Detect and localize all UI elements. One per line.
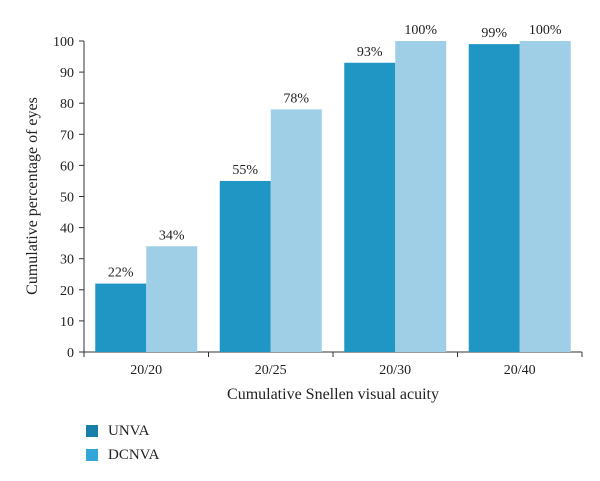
legend-swatch-dcnva — [86, 449, 98, 461]
data-label-dcnva: 78% — [283, 91, 309, 106]
legend: UNVA DCNVA — [86, 420, 159, 468]
x-tick-label: 20/20 — [130, 363, 162, 378]
plot-area: 0 10 20 30 40 50 60 70 80 90 100 20/20 22% 34% 20/25 55… — [53, 23, 583, 378]
bar-dcnva-2 — [270, 109, 322, 352]
y-tick-label: 10 — [60, 315, 74, 330]
y-tick-label: 50 — [60, 191, 74, 206]
y-axis-title: Cumulative percentage of eyes — [24, 97, 41, 295]
y-tick-label: 40 — [60, 222, 74, 237]
data-label-dcnva: 34% — [159, 228, 185, 243]
data-label-dcnva: 100% — [404, 23, 437, 38]
bar-unva-1 — [95, 283, 147, 352]
bar-dcnva-3 — [395, 41, 447, 352]
y-tick-label: 70 — [60, 128, 74, 143]
data-label-dcnva: 100% — [529, 23, 562, 38]
legend-label-unva: UNVA — [108, 422, 150, 439]
bar-unva-4 — [468, 44, 520, 353]
y-tick-label: 60 — [60, 159, 74, 174]
data-label-unva: 93% — [357, 45, 383, 60]
y-tick-label: 100 — [53, 35, 74, 50]
data-label-unva: 55% — [232, 163, 258, 178]
data-label-unva: 99% — [481, 26, 507, 41]
legend-label-dcnva: DCNVA — [108, 446, 160, 463]
y-tick-label: 0 — [67, 346, 74, 361]
x-tick-label: 20/40 — [504, 363, 536, 378]
bar-unva-2 — [219, 180, 271, 352]
bar-dcnva-4 — [519, 41, 571, 352]
data-label-unva: 22% — [108, 266, 134, 281]
x-tick-label: 20/25 — [255, 363, 287, 378]
y-tick-label: 30 — [60, 253, 74, 268]
bar-unva-3 — [344, 62, 396, 353]
legend-swatch-unva — [86, 425, 98, 437]
bar-dcnva-1 — [146, 246, 198, 352]
x-tick-label: 20/30 — [379, 363, 411, 378]
x-axis-title: Cumulative Snellen visual acuity — [227, 386, 439, 403]
y-tick-label: 90 — [60, 66, 74, 81]
legend-item-dcnva: DCNVA — [86, 444, 159, 466]
y-tick-label: 20 — [60, 284, 74, 299]
y-tick-label: 80 — [60, 97, 74, 112]
legend-item-unva: UNVA — [86, 420, 159, 442]
